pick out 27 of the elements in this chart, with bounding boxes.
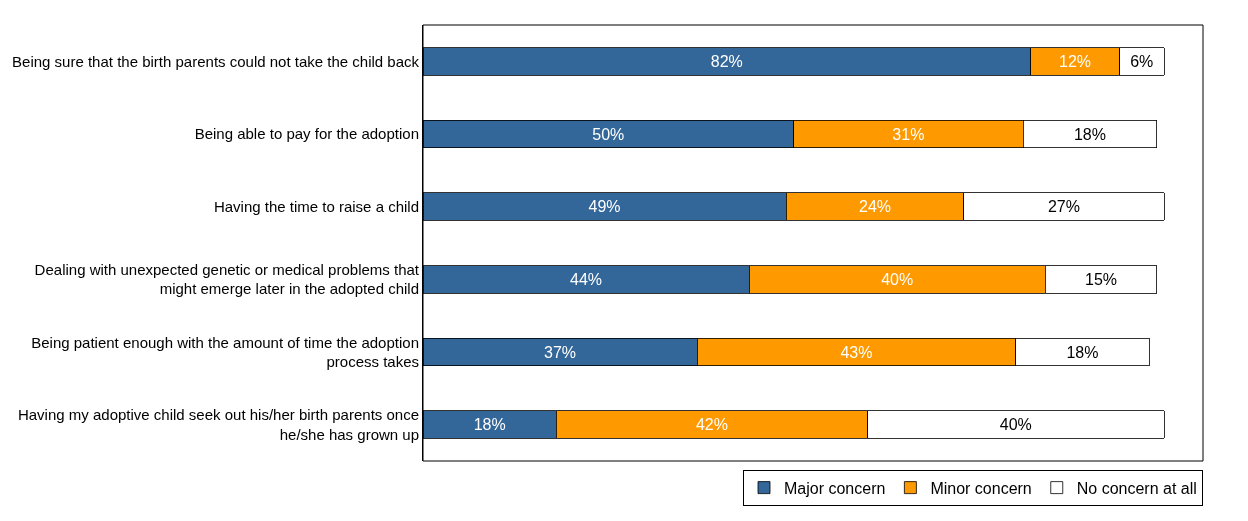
y-tick-label: Having my adoptive child seek out his/her birth parents once he/she has grown up [17, 406, 419, 443]
y-tick-label: Being able to pay for the adoption [194, 125, 419, 143]
legend-label: No concern at all [1076, 479, 1197, 497]
data-label: 40% [881, 270, 914, 288]
legend-label: Minor concern [930, 479, 1032, 497]
legend-label: Major concern [784, 479, 886, 497]
data-label: 44% [570, 270, 603, 288]
y-tick-label: Having the time to raise a child [213, 197, 419, 215]
data-label: 43% [840, 343, 873, 361]
data-label: 82% [710, 52, 743, 70]
data-label: 12% [1059, 52, 1092, 70]
data-label: 15% [1085, 270, 1118, 288]
data-label: 50% [592, 125, 625, 143]
data-label: 42% [695, 416, 729, 434]
data-label: 27% [1047, 198, 1080, 216]
y-tick-label: Being sure that the birth parents could not take the child back [12, 52, 420, 70]
y-tick-label: Dealing with unexpected genetic or medical problems that might emerge later in the adopted child [34, 260, 420, 298]
data-label: 24% [858, 198, 892, 216]
data-label: 18% [1073, 125, 1106, 143]
data-label: 31% [892, 125, 925, 143]
data-label: 49% [588, 198, 621, 216]
y-tick-label: Being patient enough with the amount of time the adoption process takes [31, 333, 419, 370]
data-label: 37% [544, 343, 577, 361]
data-label: 40% [999, 416, 1032, 434]
data-label: 6% [1130, 52, 1154, 70]
data-label: 18% [473, 416, 506, 434]
data-label: 18% [1066, 343, 1099, 361]
